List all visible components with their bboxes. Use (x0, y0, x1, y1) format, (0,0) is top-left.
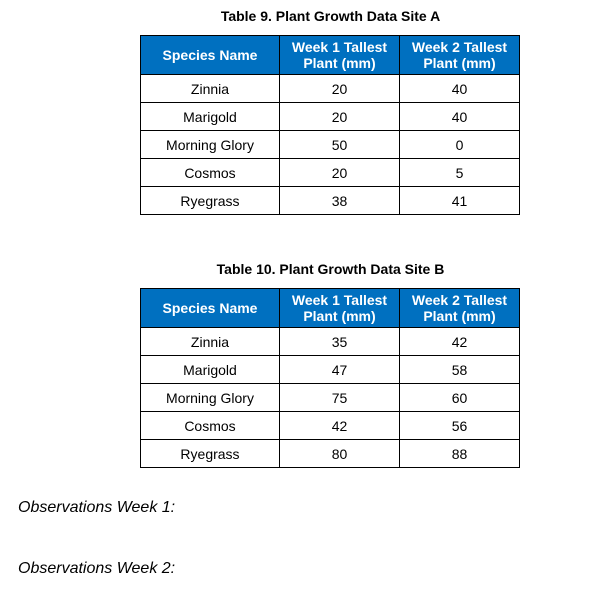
week-1-value-cell: 75 (279, 383, 400, 412)
week-2-value-cell: 5 (399, 158, 520, 187)
week-2-tallest-header: Week 2 Tallest Plant (mm) (399, 288, 520, 328)
header-line: Plant (mm) (423, 308, 496, 324)
header-line: Plant (mm) (303, 55, 376, 71)
week-1-tallest-header: Week 1 Tallest Plant (mm) (279, 288, 400, 328)
header-line: Species Name (162, 300, 258, 316)
table-row: Marigold 47 58 (140, 355, 520, 384)
species-cell: Cosmos (140, 158, 280, 187)
plant-growth-table-site-a: Species Name Week 1 Tallest Plant (mm) W… (140, 35, 520, 215)
observations-week-1-label: Observations Week 1: (18, 499, 176, 516)
table-header-row: Species Name Week 1 Tallest Plant (mm) W… (140, 35, 520, 75)
table-row: Cosmos 42 56 (140, 411, 520, 440)
table-row: Zinnia 35 42 (140, 327, 520, 356)
week-1-value-cell: 47 (279, 355, 400, 384)
week-1-value-cell: 38 (279, 186, 400, 215)
week-2-value-cell: 0 (399, 130, 520, 159)
species-cell: Ryegrass (140, 439, 280, 468)
species-name-header: Species Name (140, 35, 280, 75)
table-row: Ryegrass 38 41 (140, 186, 520, 215)
week-2-value-cell: 56 (399, 411, 520, 440)
species-cell: Zinnia (140, 74, 280, 103)
week-1-value-cell: 20 (279, 158, 400, 187)
plant-growth-table-site-b: Species Name Week 1 Tallest Plant (mm) W… (140, 288, 520, 468)
species-cell: Ryegrass (140, 186, 280, 215)
week-2-value-cell: 41 (399, 186, 520, 215)
week-2-value-cell: 40 (399, 102, 520, 131)
header-line: Species Name (162, 47, 258, 63)
species-cell: Marigold (140, 102, 280, 131)
week-1-tallest-header: Week 1 Tallest Plant (mm) (279, 35, 400, 75)
observations-week-2-label: Observations Week 2: (18, 560, 176, 577)
species-cell: Morning Glory (140, 383, 280, 412)
week-2-value-cell: 88 (399, 439, 520, 468)
week-2-value-cell: 60 (399, 383, 520, 412)
table-row: Morning Glory 75 60 (140, 383, 520, 412)
week-1-value-cell: 80 (279, 439, 400, 468)
week-1-value-cell: 20 (279, 74, 400, 103)
table-row: Cosmos 20 5 (140, 158, 520, 187)
species-cell: Cosmos (140, 411, 280, 440)
header-line: Plant (mm) (423, 55, 496, 71)
header-line: Week 1 Tallest (291, 292, 388, 308)
week-1-value-cell: 35 (279, 327, 400, 356)
table-9-caption: Table 9. Plant Growth Data Site A (220, 8, 441, 24)
header-line: Week 2 Tallest (411, 292, 508, 308)
header-line: Week 2 Tallest (411, 39, 508, 55)
table-row: Ryegrass 80 88 (140, 439, 520, 468)
header-line: Plant (mm) (303, 308, 376, 324)
header-line: Week 1 Tallest (291, 39, 388, 55)
table-row: Morning Glory 50 0 (140, 130, 520, 159)
table-row: Zinnia 20 40 (140, 74, 520, 103)
table-header-row: Species Name Week 1 Tallest Plant (mm) W… (140, 288, 520, 328)
week-1-value-cell: 50 (279, 130, 400, 159)
species-cell: Marigold (140, 355, 280, 384)
week-2-value-cell: 58 (399, 355, 520, 384)
week-2-value-cell: 40 (399, 74, 520, 103)
week-1-value-cell: 42 (279, 411, 400, 440)
table-row: Marigold 20 40 (140, 102, 520, 131)
species-name-header: Species Name (140, 288, 280, 328)
week-2-tallest-header: Week 2 Tallest Plant (mm) (399, 35, 520, 75)
week-2-value-cell: 42 (399, 327, 520, 356)
species-cell: Zinnia (140, 327, 280, 356)
week-1-value-cell: 20 (279, 102, 400, 131)
species-cell: Morning Glory (140, 130, 280, 159)
table-10-caption: Table 10. Plant Growth Data Site B (216, 261, 445, 277)
